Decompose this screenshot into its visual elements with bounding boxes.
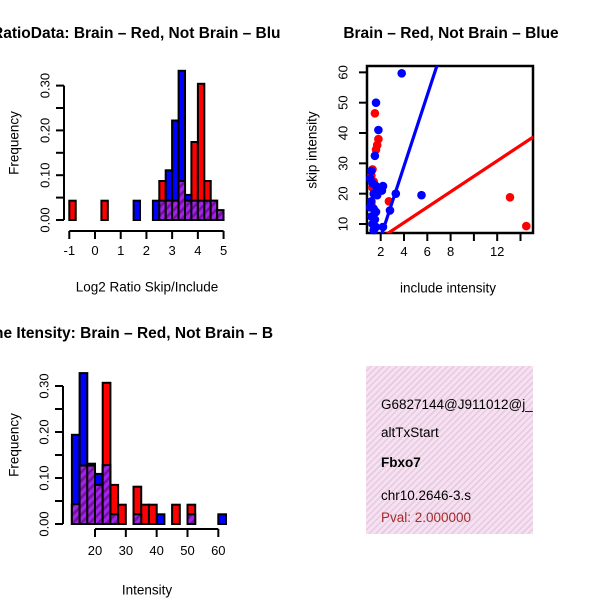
hist-bar-overlap-purple — [109, 513, 120, 525]
scatter-point-not-brain-blue — [374, 125, 383, 135]
x-tick-label: 60 — [211, 543, 225, 558]
x-tick-label: 3 — [169, 243, 176, 258]
locus-text: chr10.2646-3.s — [381, 488, 472, 503]
scatter-title: Brain – Red, Not Brain – Blue — [343, 25, 559, 42]
x-tick-label: -1 — [64, 243, 76, 258]
scatter-point-brain-red — [522, 221, 531, 231]
x-tick-label: 1 — [117, 243, 124, 258]
x-tick-label: 12 — [490, 244, 504, 259]
y-tick-label: 0.20 — [38, 118, 53, 143]
hist-bar-overlap-purple — [190, 199, 199, 221]
y-tick-label: 0.30 — [38, 73, 53, 98]
probe-id-text: G6827144@J911012@j_ — [381, 397, 533, 412]
x-tick-label: 4 — [400, 244, 407, 259]
x-tick-label: 6 — [424, 244, 431, 259]
x-tick-label: 0 — [91, 243, 98, 258]
hist-bar-brain-red — [117, 503, 127, 526]
scatter-skip-vs-include: 2 4 6 8 12 10 20 30 40 50 60 — [336, 64, 535, 259]
hist-bar-overlap-purple — [101, 464, 112, 526]
scatter-point-brain-red — [505, 193, 515, 202]
hist2-ylabel: Frequency — [6, 413, 22, 477]
y-tick-label: 50 — [336, 95, 351, 109]
hist-bar-not-brain-blue — [155, 513, 166, 525]
hist1-title: RatioData: Brain – Red, Not Brain – Blu — [0, 25, 281, 42]
hist-bar-brain-red — [171, 503, 181, 526]
x-tick-label: 20 — [88, 543, 102, 558]
hist-bar-brain-red — [148, 503, 158, 526]
scatter-point-not-brain-blue — [369, 225, 379, 235]
fit-line-brain-red — [385, 135, 533, 233]
x-tick-label: 2 — [377, 244, 384, 259]
scatter-ylabel: skip intensity — [304, 111, 320, 189]
scatter-point-not-brain-blue — [367, 166, 376, 176]
x-tick-label: 5 — [220, 243, 227, 258]
hist-bar-overlap-purple — [216, 209, 225, 222]
scatter-point-brain-red — [370, 109, 380, 118]
x-tick-label: 40 — [149, 543, 163, 558]
y-tick-label: 30 — [336, 156, 351, 170]
x-tick-label: 8 — [447, 244, 454, 259]
hist-bar-brain-red — [140, 503, 150, 526]
x-tick-label: 2 — [143, 243, 150, 258]
hist-bar-overlap-purple — [78, 464, 89, 526]
scatter-point-not-brain-blue — [371, 98, 381, 107]
hist-bar-overlap-purple — [70, 503, 81, 526]
scatter-point-not-brain-blue — [417, 190, 426, 200]
scatter-point-not-brain-blue — [372, 190, 382, 200]
y-tick-label: 0.00 — [38, 207, 53, 232]
fit-line-not-brain-blue — [380, 66, 439, 233]
event-type-text: altTxStart — [381, 425, 439, 440]
hist-bar-overlap-purple — [132, 513, 143, 525]
hist-bar-brain-red — [68, 199, 77, 221]
histogram-log2-ratio: 0.00 0.10 0.20 0.30 -1 0 1 2 3 4 5 — [38, 69, 227, 258]
scatter-point-not-brain-blue — [378, 181, 388, 191]
hist-bar-not-brain-blue — [132, 199, 142, 221]
y-tick-label: 10 — [336, 217, 351, 231]
y-tick-label: 0.00 — [37, 511, 52, 536]
y-tick-label: 0.20 — [37, 419, 52, 444]
scatter-point-not-brain-blue — [397, 69, 407, 78]
y-tick-label: 60 — [336, 65, 351, 79]
y-tick-label: 0.30 — [37, 373, 52, 398]
hist1-ylabel: Frequency — [6, 111, 22, 175]
hist-bar-overlap-purple — [94, 483, 104, 525]
gene-name-text: Fbxo7 — [381, 455, 421, 470]
hist-bar-overlap-purple — [171, 199, 180, 221]
hist1-xlabel: Log2 Ratio Skip/Include — [75, 279, 219, 295]
histogram-gene-intensity: 0.00 0.10 0.20 0.30 20 30 40 50 60 — [37, 372, 228, 558]
x-tick-label: 4 — [194, 243, 201, 258]
pval-text: Pval: 2.000000 — [381, 510, 472, 525]
x-tick-label: 50 — [180, 543, 194, 558]
hist-bar-overlap-purple — [86, 464, 97, 526]
y-tick-label: 0.10 — [38, 163, 53, 188]
y-tick-label: 0.10 — [37, 465, 52, 490]
hist2-title: ne Itensity: Brain – Red, Not Brain – B — [0, 325, 274, 342]
x-tick-label: 30 — [119, 543, 133, 558]
scatter-point-not-brain-blue — [370, 151, 380, 161]
gene-info-box: G6827144@J911012@j_ altTxStart Fbxo7 chr… — [366, 366, 533, 534]
y-tick-label: 20 — [336, 186, 351, 200]
y-tick-label: 40 — [336, 126, 351, 140]
hist-bar-not-brain-blue — [217, 513, 228, 525]
hist-bar-overlap-purple — [186, 513, 197, 525]
hist-bar-brain-red — [100, 199, 109, 221]
scatter-xlabel: include intensity — [399, 280, 497, 296]
hist2-xlabel: Intensity — [121, 582, 173, 598]
fit-lines — [380, 66, 533, 233]
